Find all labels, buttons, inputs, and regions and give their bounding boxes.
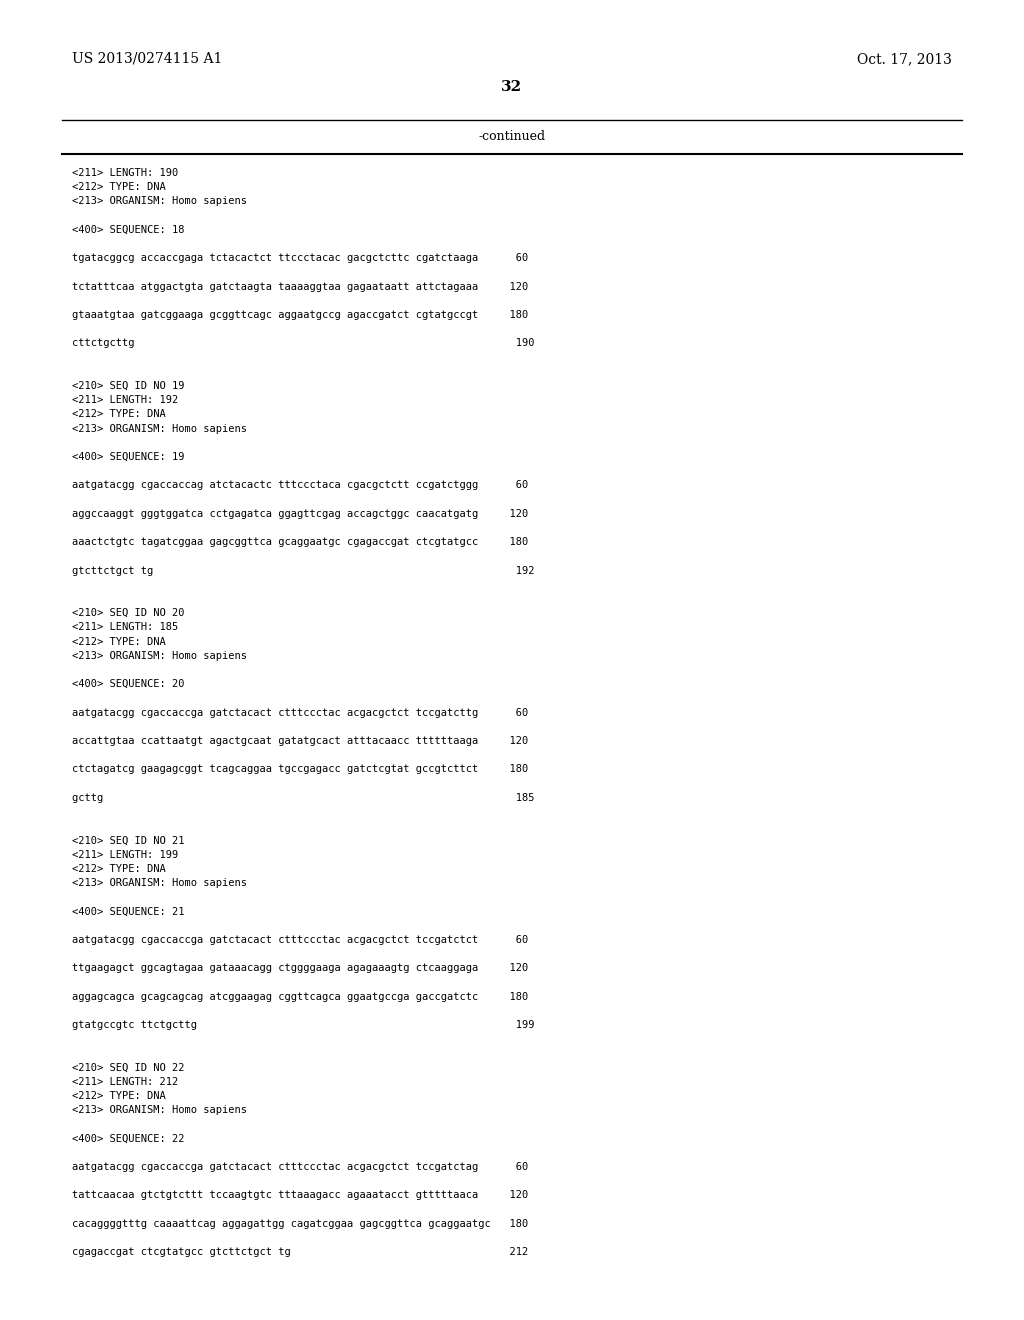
Text: <210> SEQ ID NO 20: <210> SEQ ID NO 20 <box>72 609 184 618</box>
Text: <213> ORGANISM: Homo sapiens: <213> ORGANISM: Homo sapiens <box>72 1105 247 1115</box>
Text: gtcttctgct tg                                                          192: gtcttctgct tg 192 <box>72 565 535 576</box>
Text: ttgaagagct ggcagtagaa gataaacagg ctggggaaga agagaaagtg ctcaaggaga     120: ttgaagagct ggcagtagaa gataaacagg ctgggga… <box>72 964 528 973</box>
Text: cgagaccgat ctcgtatgcc gtcttctgct tg                                   212: cgagaccgat ctcgtatgcc gtcttctgct tg 212 <box>72 1247 528 1257</box>
Text: <400> SEQUENCE: 22: <400> SEQUENCE: 22 <box>72 1134 184 1143</box>
Text: tattcaacaa gtctgtcttt tccaagtgtc tttaaagacc agaaatacct gtttttaaca     120: tattcaacaa gtctgtcttt tccaagtgtc tttaaag… <box>72 1191 528 1200</box>
Text: tgatacggcg accaccgaga tctacactct ttccctacac gacgctcttc cgatctaaga      60: tgatacggcg accaccgaga tctacactct ttcccta… <box>72 253 528 263</box>
Text: <211> LENGTH: 185: <211> LENGTH: 185 <box>72 623 178 632</box>
Text: <400> SEQUENCE: 21: <400> SEQUENCE: 21 <box>72 907 184 916</box>
Text: <212> TYPE: DNA: <212> TYPE: DNA <box>72 1092 166 1101</box>
Text: -continued: -continued <box>478 129 546 143</box>
Text: <400> SEQUENCE: 20: <400> SEQUENCE: 20 <box>72 680 184 689</box>
Text: gtaaatgtaa gatcggaaga gcggttcagc aggaatgccg agaccgatct cgtatgccgt     180: gtaaatgtaa gatcggaaga gcggttcagc aggaatg… <box>72 310 528 319</box>
Text: <211> LENGTH: 212: <211> LENGTH: 212 <box>72 1077 178 1086</box>
Text: <211> LENGTH: 192: <211> LENGTH: 192 <box>72 395 178 405</box>
Text: Oct. 17, 2013: Oct. 17, 2013 <box>857 51 952 66</box>
Text: <213> ORGANISM: Homo sapiens: <213> ORGANISM: Homo sapiens <box>72 878 247 888</box>
Text: <211> LENGTH: 199: <211> LENGTH: 199 <box>72 850 178 859</box>
Text: <210> SEQ ID NO 21: <210> SEQ ID NO 21 <box>72 836 184 845</box>
Text: <212> TYPE: DNA: <212> TYPE: DNA <box>72 636 166 647</box>
Text: aaactctgtc tagatcggaa gagcggttca gcaggaatgc cgagaccgat ctcgtatgcc     180: aaactctgtc tagatcggaa gagcggttca gcaggaa… <box>72 537 528 548</box>
Text: US 2013/0274115 A1: US 2013/0274115 A1 <box>72 51 222 66</box>
Text: cttctgcttg                                                             190: cttctgcttg 190 <box>72 338 535 348</box>
Text: <210> SEQ ID NO 22: <210> SEQ ID NO 22 <box>72 1063 184 1073</box>
Text: <212> TYPE: DNA: <212> TYPE: DNA <box>72 863 166 874</box>
Text: accattgtaa ccattaatgt agactgcaat gatatgcact atttacaacc ttttttaaga     120: accattgtaa ccattaatgt agactgcaat gatatgc… <box>72 737 528 746</box>
Text: <213> ORGANISM: Homo sapiens: <213> ORGANISM: Homo sapiens <box>72 197 247 206</box>
Text: gtatgccgtc ttctgcttg                                                   199: gtatgccgtc ttctgcttg 199 <box>72 1020 535 1030</box>
Text: <211> LENGTH: 190: <211> LENGTH: 190 <box>72 168 178 178</box>
Text: tctatttcaa atggactgta gatctaagta taaaaggtaa gagaataatt attctagaaa     120: tctatttcaa atggactgta gatctaagta taaaagg… <box>72 281 528 292</box>
Text: <213> ORGANISM: Homo sapiens: <213> ORGANISM: Homo sapiens <box>72 424 247 433</box>
Text: aatgatacgg cgaccaccga gatctacact ctttccctac acgacgctct tccgatctag      60: aatgatacgg cgaccaccga gatctacact ctttccc… <box>72 1162 528 1172</box>
Text: <400> SEQUENCE: 19: <400> SEQUENCE: 19 <box>72 451 184 462</box>
Text: aatgatacgg cgaccaccga gatctacact ctttccctac acgacgctct tccgatctct      60: aatgatacgg cgaccaccga gatctacact ctttccc… <box>72 935 528 945</box>
Text: <400> SEQUENCE: 18: <400> SEQUENCE: 18 <box>72 224 184 235</box>
Text: aggagcagca gcagcagcag atcggaagag cggttcagca ggaatgccga gaccgatctc     180: aggagcagca gcagcagcag atcggaagag cggttca… <box>72 991 528 1002</box>
Text: aatgatacgg cgaccaccag atctacactc tttccctaca cgacgctctt ccgatctggg      60: aatgatacgg cgaccaccag atctacactc tttccct… <box>72 480 528 491</box>
Text: <213> ORGANISM: Homo sapiens: <213> ORGANISM: Homo sapiens <box>72 651 247 661</box>
Text: ctctagatcg gaagagcggt tcagcaggaa tgccgagacc gatctcgtat gccgtcttct     180: ctctagatcg gaagagcggt tcagcaggaa tgccgag… <box>72 764 528 775</box>
Text: <212> TYPE: DNA: <212> TYPE: DNA <box>72 182 166 193</box>
Text: cacaggggtttg caaaattcag aggagattgg cagatcggaa gagcggttca gcaggaatgc   180: cacaggggtttg caaaattcag aggagattgg cagat… <box>72 1218 528 1229</box>
Text: aatgatacgg cgaccaccga gatctacact ctttccctac acgacgctct tccgatcttg      60: aatgatacgg cgaccaccga gatctacact ctttccc… <box>72 708 528 718</box>
Text: gcttg                                                                  185: gcttg 185 <box>72 793 535 803</box>
Text: <212> TYPE: DNA: <212> TYPE: DNA <box>72 409 166 420</box>
Text: 32: 32 <box>502 81 522 94</box>
Text: <210> SEQ ID NO 19: <210> SEQ ID NO 19 <box>72 381 184 391</box>
Text: aggccaaggt gggtggatca cctgagatca ggagttcgag accagctggc caacatgatg     120: aggccaaggt gggtggatca cctgagatca ggagttc… <box>72 508 528 519</box>
